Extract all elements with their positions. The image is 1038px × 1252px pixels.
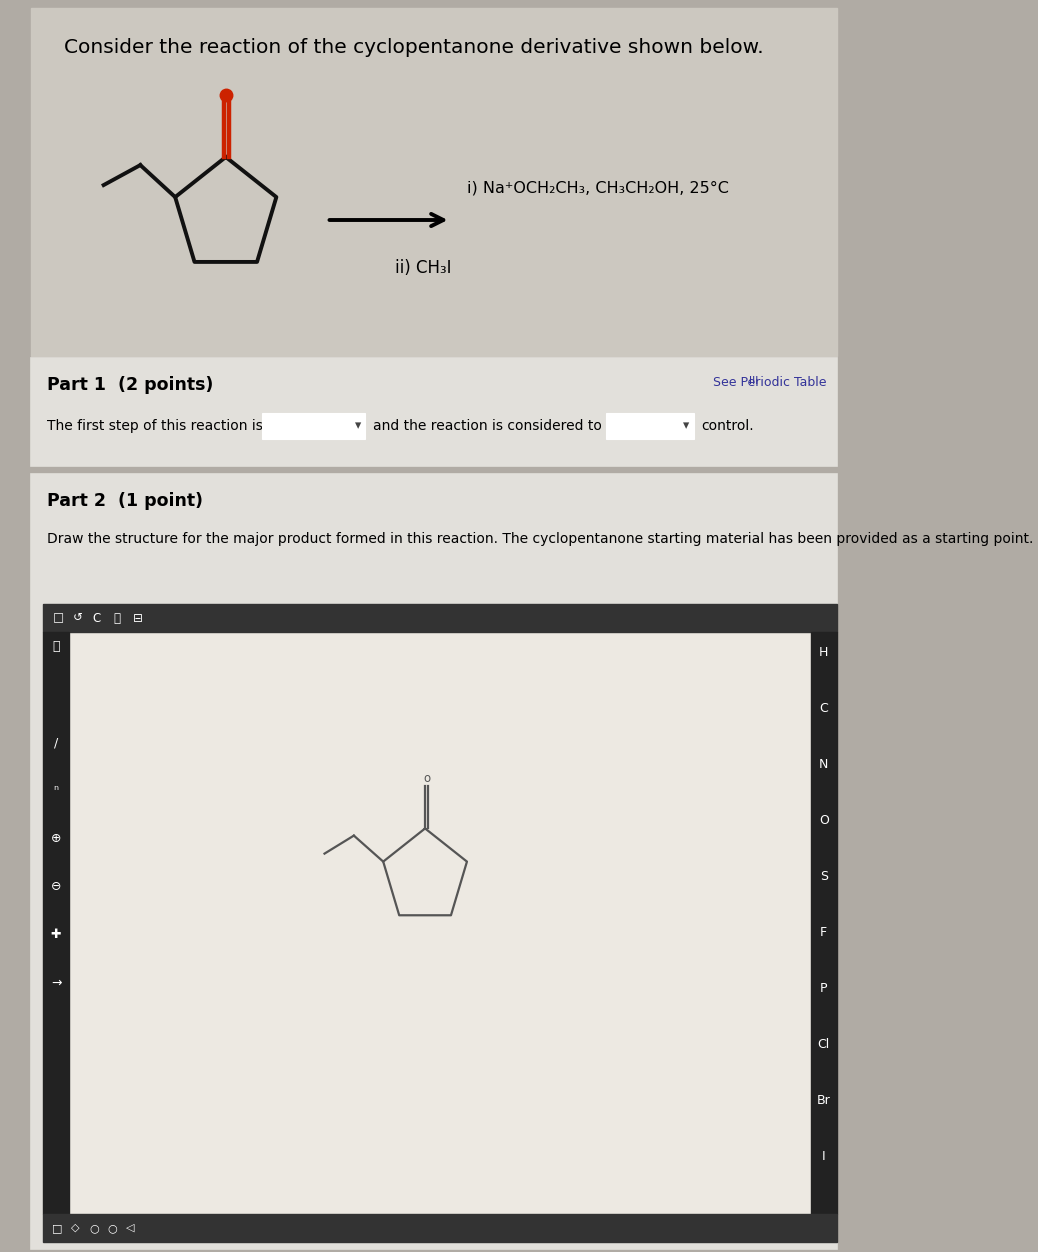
Text: /: / [54, 736, 58, 750]
Text: C: C [92, 611, 101, 625]
Text: O: O [819, 814, 828, 826]
Text: ▾: ▾ [683, 419, 689, 432]
Text: See Periodic Table: See Periodic Table [713, 376, 826, 389]
Text: ○: ○ [89, 1223, 99, 1233]
Text: H: H [819, 646, 828, 659]
Text: →: → [51, 977, 61, 989]
Text: I: I [822, 1149, 825, 1163]
Text: Br: Br [817, 1093, 830, 1107]
Text: lll: lll [748, 376, 758, 386]
Text: P: P [820, 982, 827, 994]
Text: Part 2  (1 point): Part 2 (1 point) [47, 492, 202, 510]
Text: F: F [820, 925, 827, 939]
Bar [44, 603, 837, 632]
Text: control.: control. [701, 419, 754, 433]
Bar [31, 358, 837, 466]
Text: ↺: ↺ [73, 611, 82, 625]
Bar [44, 1214, 837, 1242]
Bar [31, 475, 837, 1249]
Text: ⊖: ⊖ [51, 880, 61, 894]
Bar [263, 413, 365, 439]
Text: ⊕: ⊕ [51, 833, 61, 845]
Text: ▾: ▾ [355, 419, 361, 432]
Text: ◁: ◁ [126, 1223, 134, 1233]
Bar [69, 632, 811, 1214]
Bar [811, 632, 837, 1214]
Bar [44, 603, 837, 1242]
Text: □: □ [53, 611, 63, 625]
Text: ✚: ✚ [51, 929, 61, 942]
Bar [606, 413, 693, 439]
Bar [31, 8, 837, 356]
Text: ○: ○ [108, 1223, 117, 1233]
Text: C: C [819, 701, 828, 715]
Text: and the reaction is considered to be under: and the reaction is considered to be und… [373, 419, 668, 433]
Text: ⎕: ⎕ [52, 641, 60, 654]
Text: ii) CH₃I: ii) CH₃I [395, 259, 452, 277]
Text: Consider the reaction of the cyclopentanone derivative shown below.: Consider the reaction of the cyclopentan… [64, 38, 764, 58]
Text: i) Na⁺OCH₂CH₃, CH₃CH₂OH, 25°C: i) Na⁺OCH₂CH₃, CH₃CH₂OH, 25°C [467, 180, 729, 195]
Text: 🔍: 🔍 [113, 611, 120, 625]
Text: S: S [820, 869, 827, 883]
Text: ⊟: ⊟ [133, 611, 143, 625]
Text: N: N [819, 757, 828, 770]
Bar [44, 632, 69, 1214]
Text: Draw the structure for the major product formed in this reaction. The cyclopenta: Draw the structure for the major product… [47, 532, 1033, 546]
Text: Cl: Cl [818, 1038, 829, 1050]
Text: ◇: ◇ [71, 1223, 79, 1233]
Text: □: □ [53, 1223, 63, 1233]
Text: Part 1  (2 points): Part 1 (2 points) [47, 376, 213, 394]
Text: ⁿ: ⁿ [54, 785, 58, 798]
Text: o: o [422, 772, 430, 785]
Text: The first step of this reaction is: The first step of this reaction is [47, 419, 263, 433]
